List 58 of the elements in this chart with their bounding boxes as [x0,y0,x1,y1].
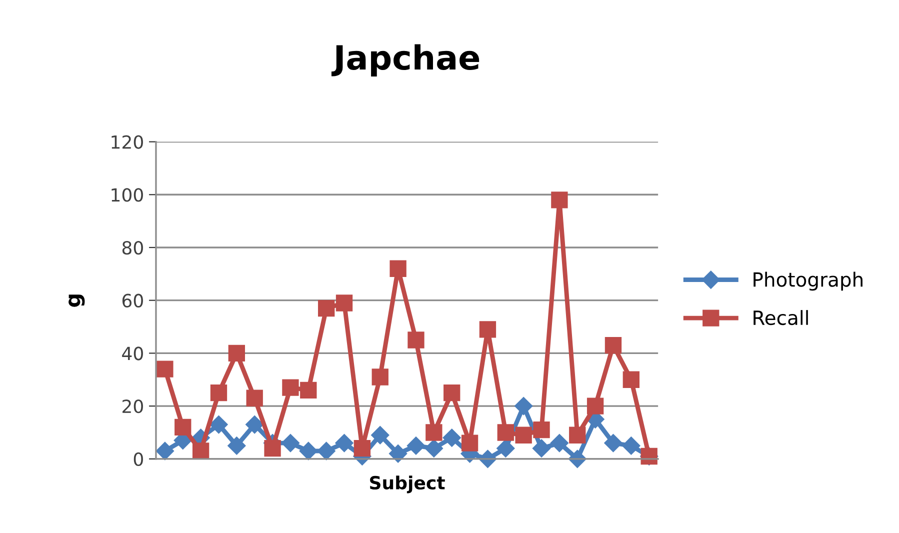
point [406,436,426,455]
point [228,436,246,455]
x-axis-title: Subject [370,476,445,494]
point [389,444,408,463]
point [228,344,246,362]
point [299,442,318,460]
point [264,440,281,457]
point [282,379,299,396]
point [281,434,300,452]
point [622,436,640,455]
y-tick-label: 40 [122,346,143,360]
point [569,426,586,444]
point [461,434,478,452]
point [336,294,353,312]
point [156,442,174,460]
point [479,321,496,338]
legend-label: Photograph [754,272,862,291]
point [444,384,460,402]
point [156,360,174,378]
point [354,440,371,457]
point [550,434,568,452]
y-tick-label: 0 [134,452,143,466]
point [210,384,228,402]
y-tick-label: 100 [112,188,143,202]
point [317,442,336,460]
point [496,439,515,458]
point [372,368,388,386]
point [604,336,622,354]
point [371,426,390,444]
point [514,397,533,416]
point [532,439,551,458]
point [515,426,532,444]
y-axis-title: g [68,294,85,307]
point [533,422,550,438]
chart-title: Japchae [331,44,480,76]
point [586,398,604,414]
point [174,418,192,436]
y-tick-label: 60 [122,294,143,308]
y-tick-label: 80 [122,240,143,255]
point [192,442,210,460]
point [426,424,442,441]
point [210,416,228,434]
point [408,332,424,348]
point [424,439,443,458]
point [390,260,406,277]
point [551,192,568,208]
point [622,371,640,388]
y-tick-label: 120 [112,135,143,149]
legend-label: Recall [754,310,808,326]
point [246,416,264,434]
point [318,300,335,317]
point [300,382,317,399]
point [497,424,514,441]
point [604,434,622,452]
point [246,390,263,406]
y-tick-label: 20 [122,400,143,414]
point [335,434,354,452]
point [442,428,461,447]
